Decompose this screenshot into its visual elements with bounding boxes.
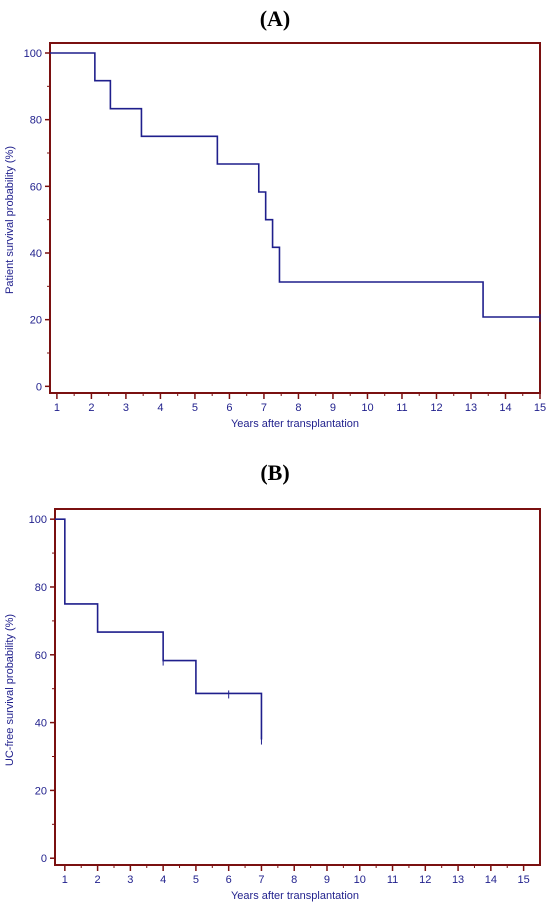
chart-a-x-tick-label: 12 bbox=[430, 402, 442, 414]
chart-b-x-tick-label: 7 bbox=[258, 874, 264, 886]
chart-a-x-tick-label: 2 bbox=[88, 402, 94, 414]
chart-a-x-tick-label: 1 bbox=[54, 402, 60, 414]
chart-b-x-tick-label: 13 bbox=[452, 874, 464, 886]
chart-b-x-tick-label: 3 bbox=[127, 874, 133, 886]
chart-a-y-tick-label: 100 bbox=[24, 48, 42, 60]
chart-b-ylabel: UC-free survival probability (%) bbox=[4, 614, 16, 766]
chart-b-x-tick-label: 1 bbox=[62, 874, 68, 886]
chart-a-x-tick-label: 4 bbox=[157, 402, 163, 414]
chart-a-y-tick-label: 0 bbox=[36, 381, 42, 393]
chart-b-y-tick-label: 80 bbox=[35, 582, 47, 594]
chart-b-x-tick-label: 9 bbox=[324, 874, 330, 886]
chart-b-x-tick-label: 5 bbox=[193, 874, 199, 886]
chart-b-x-tick-label: 2 bbox=[95, 874, 101, 886]
chart-a-x-tick-label: 9 bbox=[330, 402, 336, 414]
chart-b-plot-frame bbox=[54, 508, 541, 866]
chart-a-x-tick-label: 11 bbox=[396, 402, 407, 414]
chart-b-y-tick-label: 60 bbox=[35, 650, 47, 662]
chart-b-x-tick-label: 8 bbox=[291, 874, 297, 886]
chart-b-y-tick-label: 20 bbox=[35, 785, 47, 797]
chart-b-x-tick-label: 6 bbox=[226, 874, 232, 886]
chart-a-x-tick-label: 13 bbox=[465, 402, 477, 414]
panel-b-label: (B) bbox=[260, 460, 289, 485]
chart-a-x-tick-label: 7 bbox=[261, 402, 267, 414]
chart-a-x-tick-label: 14 bbox=[499, 402, 511, 414]
chart-a-survival-curve bbox=[50, 52, 540, 318]
chart-a-x-tick-label: 6 bbox=[226, 402, 232, 414]
chart-b-x-tick-label: 11 bbox=[387, 874, 398, 886]
chart-b-y-tick-label: 40 bbox=[35, 718, 47, 730]
chart-b-x-tick-label: 15 bbox=[517, 874, 529, 886]
chart-b-x-tick-label: 12 bbox=[419, 874, 431, 886]
chart-a-y-tick-label: 60 bbox=[30, 181, 42, 193]
chart-a-plot-frame bbox=[49, 42, 541, 394]
chart-a-y-tick-label: 40 bbox=[30, 248, 42, 260]
chart-b-y-tick-label: 0 bbox=[41, 853, 47, 865]
chart-a-y-tick-label: 20 bbox=[30, 315, 42, 327]
chart-a-x-tick-label: 3 bbox=[123, 402, 129, 414]
chart-b-x-tick-label: 4 bbox=[160, 874, 166, 886]
chart-b-x-tick-label: 14 bbox=[485, 874, 497, 886]
chart-b-xlabel: Years after transplantation bbox=[231, 890, 359, 902]
chart-a-x-tick-label: 10 bbox=[361, 402, 373, 414]
chart-b-y-tick-label: 100 bbox=[29, 514, 47, 526]
chart-a-x-tick-label: 8 bbox=[295, 402, 301, 414]
chart-b-x-tick-label: 10 bbox=[354, 874, 366, 886]
chart-b-survival-curve bbox=[55, 518, 263, 740]
chart-a-x-tick-label: 5 bbox=[192, 402, 198, 414]
chart-a-y-tick-label: 80 bbox=[30, 115, 42, 127]
chart-a-x-tick-label: 15 bbox=[534, 402, 546, 414]
chart-a-xlabel: Years after transplantation bbox=[231, 418, 359, 430]
chart-a-ylabel: Patient survival probability (%) bbox=[4, 146, 16, 294]
panel-a-label: (A) bbox=[260, 6, 291, 31]
